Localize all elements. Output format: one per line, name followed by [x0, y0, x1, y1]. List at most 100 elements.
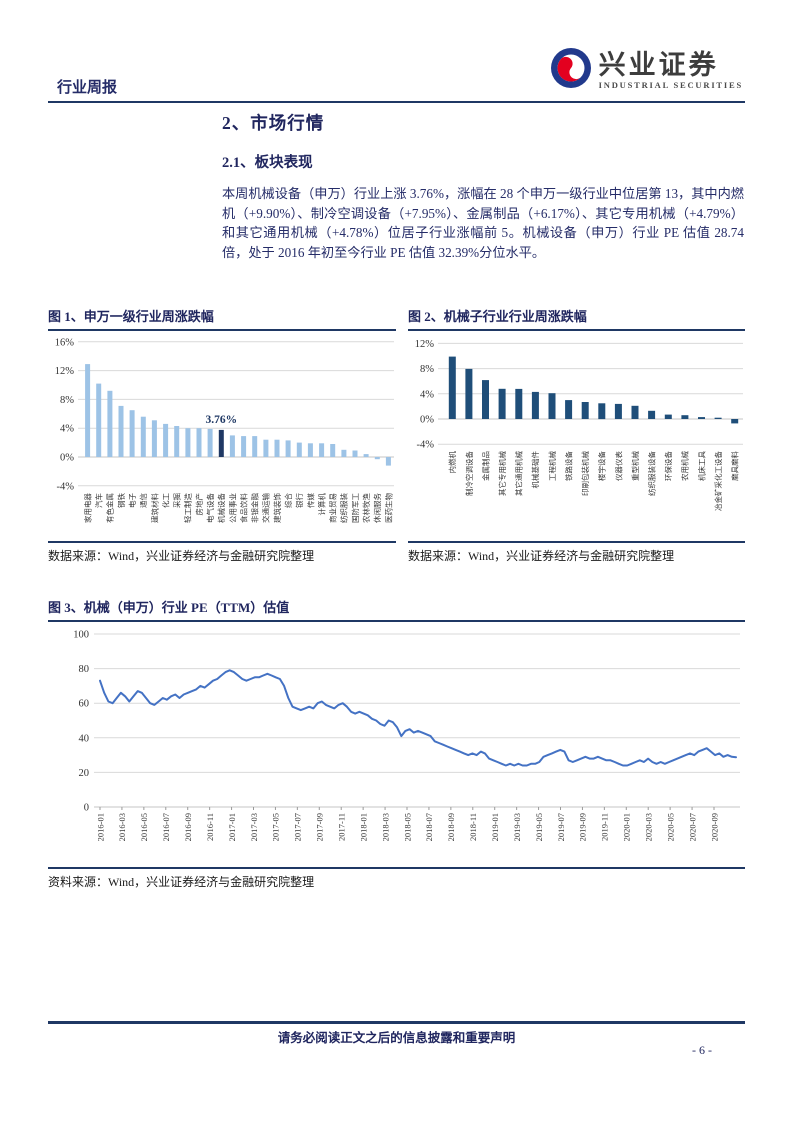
logo-text: 兴业证券 INDUSTRIAL SECURITIES [598, 50, 743, 90]
svg-text:农用机械: 农用机械 [680, 451, 690, 481]
figure-1-bar-chart: 16% 12% 8% 4% 0% -4% 家用电器 汽车 有色金属 钢铁 电子 通信 建筑材料 化工 采掘轻… [55, 337, 394, 523]
svg-text:农林牧渔: 农林牧渔 [361, 493, 371, 523]
svg-text:2016-01: 2016-01 [95, 813, 105, 841]
figure-3: 图 3、机械（申万）行业 PE（TTM）估值 100 80 60 40 20 0 2016-… [48, 597, 745, 890]
report-type-label: 行业周报 [57, 80, 118, 96]
figure-2-bar-chart: 12% 8% 4% 0% -4% 内燃机 制冷空调设备 金属制品 其它专用机械 其它通用机械 机械基… [415, 339, 743, 511]
logo-swirl-icon [550, 47, 592, 94]
svg-text:-4%: -4% [57, 481, 75, 492]
svg-text:休闲服务: 休闲服务 [372, 493, 382, 523]
header-divider [48, 101, 745, 103]
svg-text:工程机械: 工程机械 [547, 451, 557, 481]
figure-1: 图 1、申万一级行业周涨跌幅 16% 12% 8% 4% 0% -4% 家用电器 汽车 有色金属… [48, 306, 396, 564]
svg-text:16%: 16% [55, 337, 75, 348]
svg-text:2017-05: 2017-05 [271, 813, 281, 841]
svg-text:2017-09: 2017-09 [315, 813, 325, 841]
svg-text:非银金融: 非银金融 [250, 493, 260, 523]
svg-text:60: 60 [79, 699, 90, 710]
svg-text:2019-03: 2019-03 [512, 813, 522, 841]
svg-text:冶金矿采化工设备: 冶金矿采化工设备 [713, 451, 723, 511]
svg-text:计算机: 计算机 [317, 493, 327, 516]
svg-text:4%: 4% [60, 424, 74, 435]
svg-text:交通运输: 交通运输 [261, 493, 271, 523]
svg-text:重型机械: 重型机械 [630, 451, 640, 481]
svg-text:纺织服装设备: 纺织服装设备 [647, 451, 657, 496]
svg-text:40: 40 [79, 733, 90, 744]
figure-1-bottom-rule [48, 541, 396, 543]
svg-text:电气设备: 电气设备 [205, 493, 215, 523]
svg-text:100: 100 [73, 630, 89, 641]
svg-text:2017-03: 2017-03 [249, 813, 259, 841]
svg-text:钢铁: 钢铁 [116, 493, 126, 508]
svg-text:纺织服装: 纺织服装 [339, 493, 349, 523]
figure-3-bottom-rule [48, 867, 745, 869]
body-paragraph: 本周机械设备（申万）行业上涨 3.76%，涨幅在 28 个申万一级行业中位居第 … [222, 186, 744, 260]
svg-text:2019-05: 2019-05 [534, 813, 544, 841]
svg-text:2020-03: 2020-03 [644, 813, 654, 841]
section-title: 2、市场行情 [222, 113, 325, 133]
svg-text:商业贸易: 商业贸易 [328, 493, 338, 523]
figure-2-source: 数据来源：Wind，兴业证券经济与金融研究院整理 [408, 549, 675, 563]
svg-text:机床工具: 机床工具 [696, 451, 706, 481]
svg-text:磨具磨料: 磨具磨料 [730, 451, 740, 481]
svg-text:2018-03: 2018-03 [380, 813, 390, 841]
svg-text:2017-01: 2017-01 [227, 813, 237, 841]
svg-text:12%: 12% [55, 366, 75, 377]
figure-2-title: 图 2、机械子行业行业周涨跌幅 [408, 306, 745, 331]
svg-text:汽车: 汽车 [94, 493, 104, 508]
footer-disclaimer: 请务必阅读正文之后的信息披露和重要声明 [277, 1031, 516, 1045]
svg-text:医药生物: 医药生物 [383, 493, 393, 523]
svg-text:2020-07: 2020-07 [687, 813, 697, 841]
svg-text:2018-11: 2018-11 [468, 813, 478, 841]
svg-text:2017-11: 2017-11 [337, 813, 347, 841]
svg-text:家用电器: 家用电器 [83, 493, 93, 523]
svg-text:有色金属: 有色金属 [105, 493, 115, 523]
svg-text:电子: 电子 [127, 493, 137, 508]
brand-name-en: INDUSTRIAL SECURITIES [598, 79, 743, 90]
figure-3-source: 资料来源：Wind，兴业证券经济与金融研究院整理 [48, 875, 315, 889]
svg-text:80: 80 [79, 664, 90, 675]
svg-text:机械基础件: 机械基础件 [530, 451, 540, 489]
svg-text:2016-11: 2016-11 [205, 813, 215, 841]
figure-2: 图 2、机械子行业行业周涨跌幅 12% 8% 4% 0% -4% 内燃机 制冷空调设备 金属制… [408, 306, 745, 564]
svg-text:国防军工: 国防军工 [350, 493, 360, 523]
svg-text:印刷包装机械: 印刷包装机械 [580, 451, 590, 496]
svg-text:铁路设备: 铁路设备 [564, 451, 574, 481]
svg-text:其它专用机械: 其它专用机械 [497, 451, 507, 496]
svg-text:仪器仪表: 仪器仪表 [613, 451, 623, 481]
svg-text:综合: 综合 [283, 493, 293, 508]
svg-text:银行: 银行 [294, 493, 304, 508]
svg-text:4%: 4% [420, 389, 434, 400]
brand-name-cn: 兴业证券 [598, 50, 719, 81]
svg-text:-4%: -4% [417, 440, 435, 451]
svg-text:采掘: 采掘 [172, 493, 182, 508]
svg-text:2019-09: 2019-09 [578, 813, 588, 841]
svg-text:2016-07: 2016-07 [161, 813, 171, 841]
svg-text:传媒: 传媒 [305, 493, 315, 508]
svg-text:轻工制造: 轻工制造 [183, 493, 193, 523]
svg-text:0: 0 [84, 803, 89, 814]
svg-text:2019-01: 2019-01 [490, 813, 500, 841]
svg-text:公用事业: 公用事业 [227, 493, 237, 523]
svg-text:2016-05: 2016-05 [139, 813, 149, 841]
svg-text:金属制品: 金属制品 [480, 451, 490, 481]
svg-text:化工: 化工 [161, 493, 171, 508]
page-number: - 6 - [692, 1043, 712, 1057]
figure-1-title: 图 1、申万一级行业周涨跌幅 [48, 306, 396, 331]
svg-text:楼宇设备: 楼宇设备 [597, 451, 607, 481]
svg-text:2020-09: 2020-09 [709, 813, 719, 841]
svg-text:2019-11: 2019-11 [600, 813, 610, 841]
subsection-title: 2.1、板块表现 [222, 155, 313, 171]
svg-text:房地产: 房地产 [194, 493, 204, 516]
svg-text:12%: 12% [415, 339, 435, 350]
svg-text:3.76%: 3.76% [205, 414, 237, 426]
svg-text:0%: 0% [60, 453, 74, 464]
company-logo: 兴业证券 INDUSTRIAL SECURITIES [550, 47, 743, 94]
svg-text:0%: 0% [420, 415, 434, 426]
footer-divider [48, 1021, 745, 1024]
svg-text:2020-05: 2020-05 [665, 813, 675, 841]
svg-text:2016-09: 2016-09 [183, 813, 193, 841]
svg-text:制冷空调设备: 制冷空调设备 [464, 451, 474, 496]
svg-text:2018-05: 2018-05 [402, 813, 412, 841]
